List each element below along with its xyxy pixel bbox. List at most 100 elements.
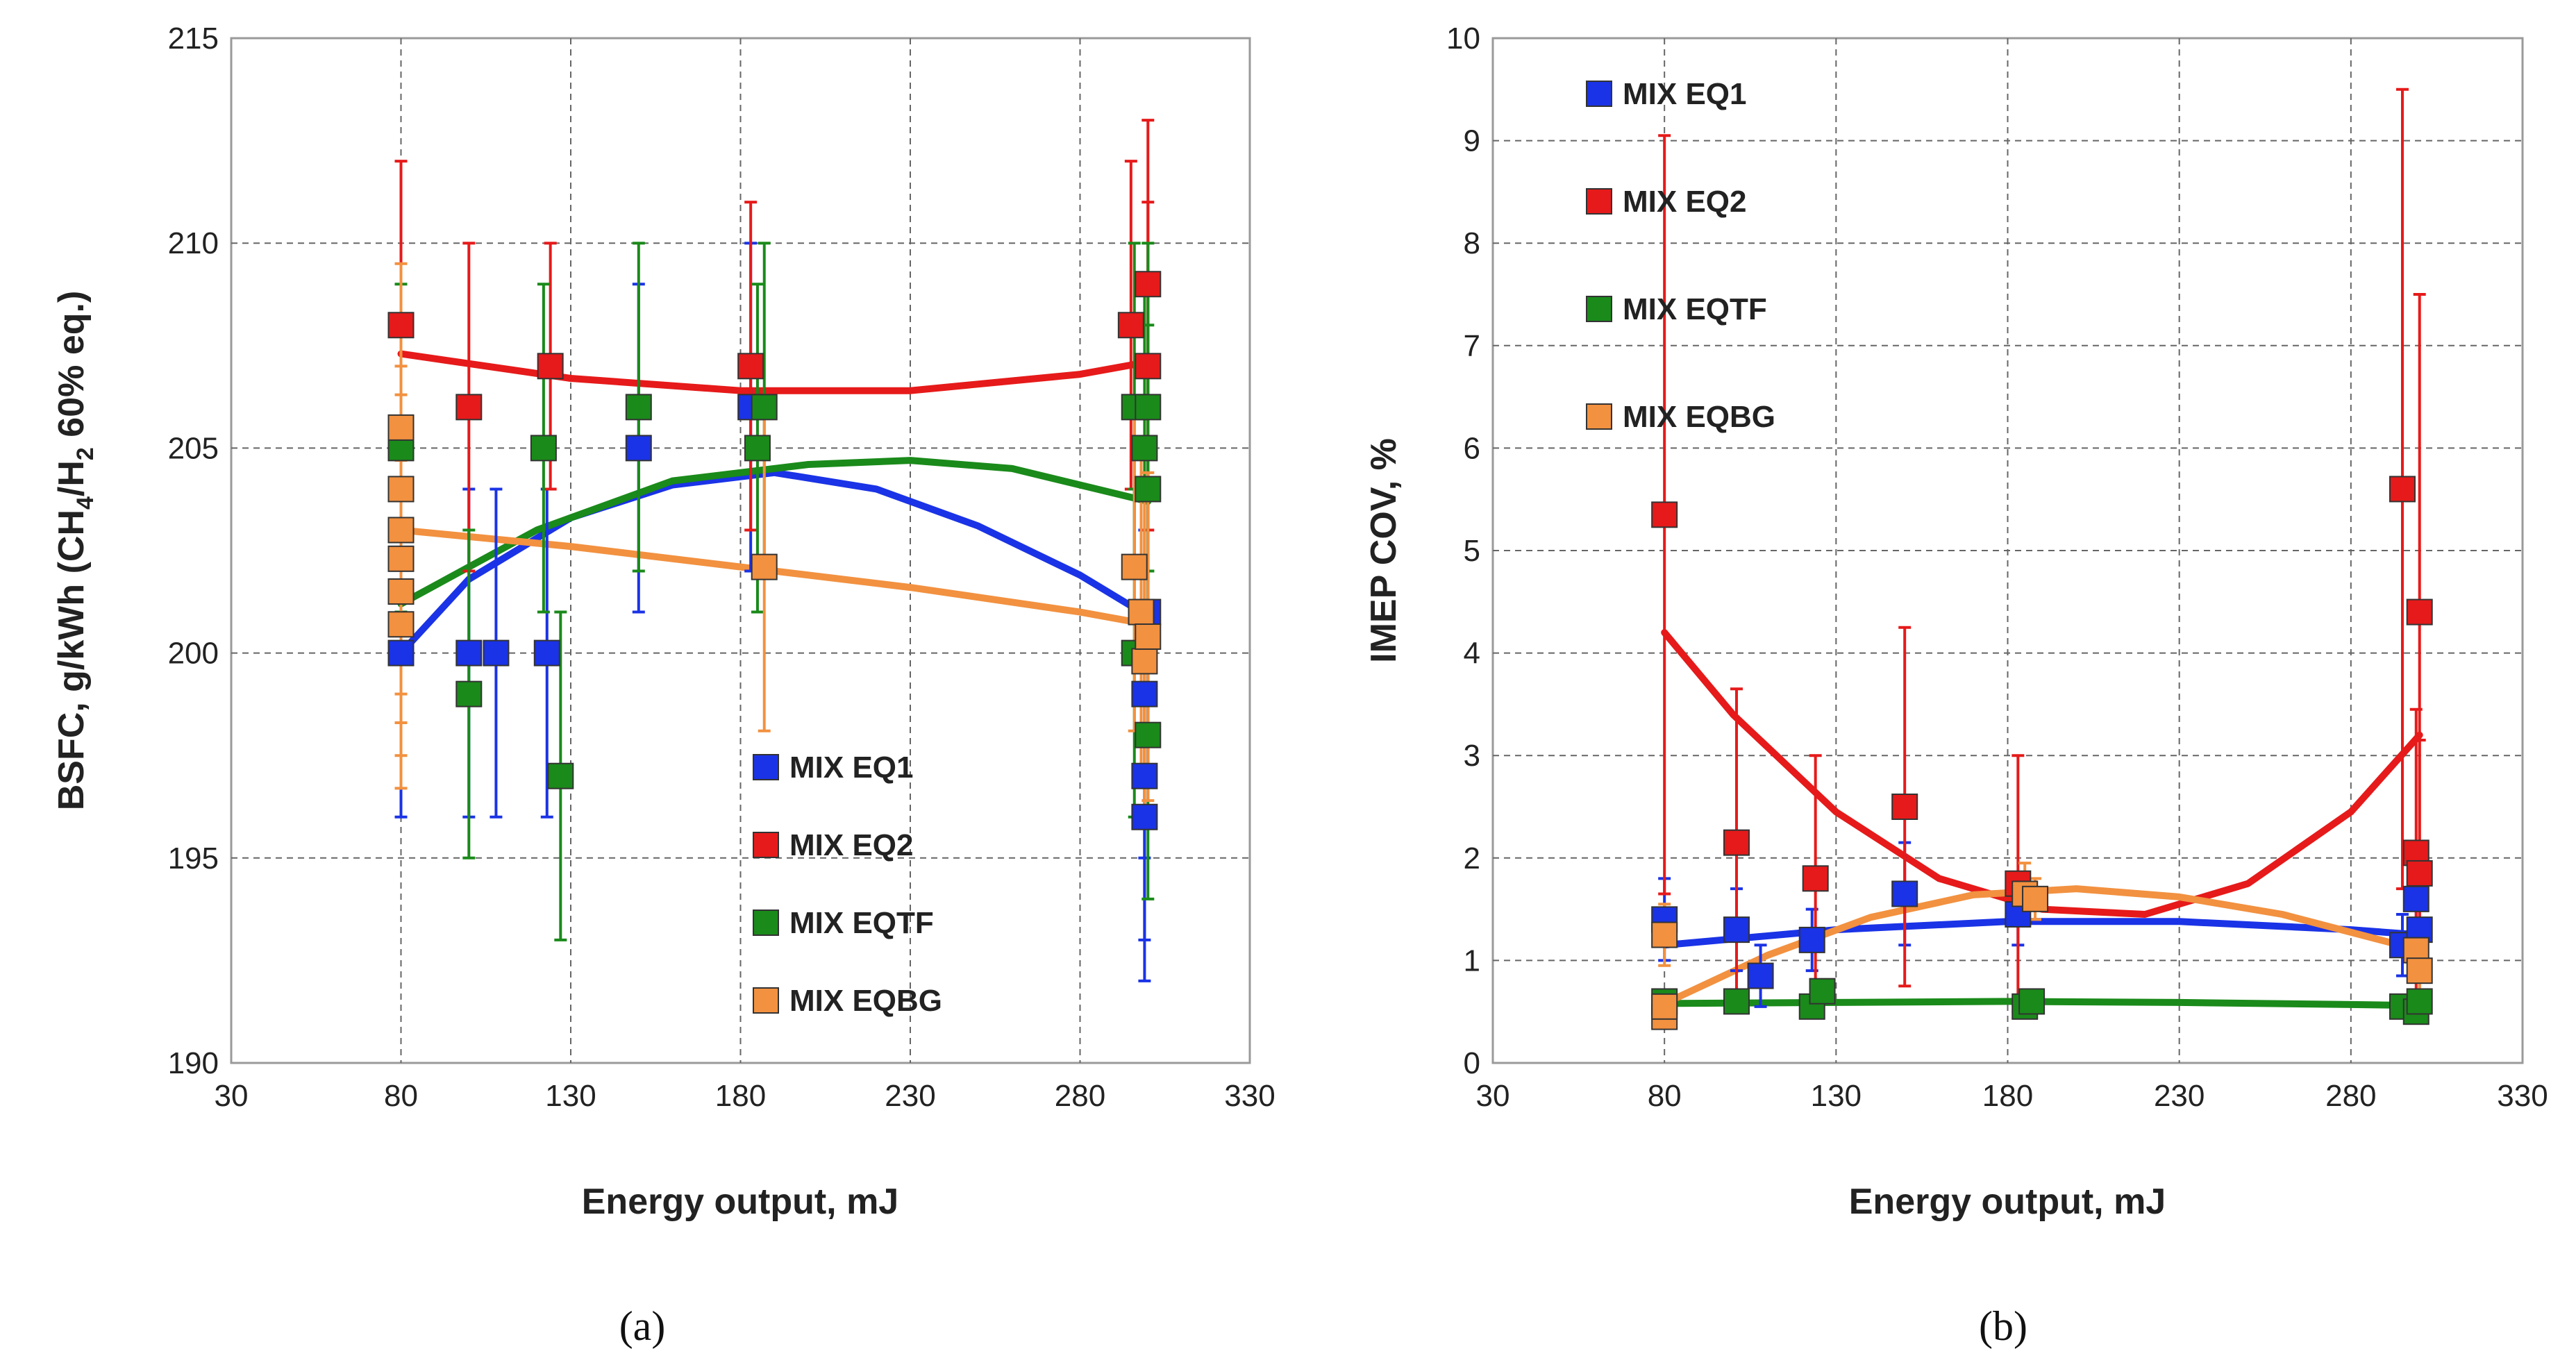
x-tick-label: 80 [1648, 1079, 1682, 1113]
marker-mix-eq1 [1747, 962, 1774, 989]
marker-mix-eqtf [547, 762, 574, 789]
marker-mix-eq1 [1798, 926, 1825, 953]
x-tick-label: 330 [2497, 1079, 2548, 1113]
marker-mix-eqbg [751, 553, 778, 580]
legend-swatch-mix-eqtf [753, 909, 779, 936]
trend-line-mix-eqtf [397, 457, 1152, 607]
legend-b: MIX EQ1 MIX EQ2 MIX EQTF MIX EQBG [1586, 77, 1775, 434]
y-tick-label: 1 [1464, 944, 1480, 978]
marker-mix-eqbg [387, 578, 415, 605]
y-tick-label: 9 [1464, 124, 1480, 158]
marker-mix-eq1 [1131, 762, 1158, 789]
marker-mix-eqbg [1651, 993, 1678, 1020]
x-tick-label: 130 [1811, 1079, 1862, 1113]
series-b [1651, 87, 2433, 1030]
x-tick-label: 130 [545, 1079, 596, 1113]
x-tick-label: 30 [215, 1079, 249, 1113]
marker-mix-eq2 [1135, 271, 1162, 298]
legend-label-mix-eq2: MIX EQ2 [789, 828, 914, 862]
y-axis-label-b-text: IMEP COV, % [1364, 438, 1404, 663]
x-tick-label: 230 [885, 1079, 935, 1113]
marker-mix-eqbg [1131, 648, 1158, 675]
x-tick-label: 80 [384, 1079, 418, 1113]
marker-mix-eq1 [1131, 680, 1158, 707]
y-axis-label-a-sub-2: 2 [72, 447, 99, 460]
series-a [387, 119, 1162, 982]
marker-mix-eq2 [2406, 598, 2433, 626]
legend-a: MIX EQ1 MIX EQ2 MIX EQTF MIX EQBG [753, 751, 942, 1018]
marker-mix-eq2 [455, 394, 483, 421]
legend-label-mix-eq1: MIX EQ1 [1623, 77, 1747, 111]
chart-a: 190 195 200 205 210 215 30 80 130 180 230 280 330 E… [51, 22, 1276, 1349]
marker-mix-eq1 [455, 639, 483, 667]
marker-mix-eq1 [625, 435, 652, 462]
marker-mix-eq2 [1891, 794, 1918, 820]
caption-a: (a) [619, 1303, 666, 1349]
marker-mix-eqtf [625, 394, 652, 421]
y-tick-label: 7 [1464, 329, 1480, 363]
x-tick-label: 180 [1982, 1079, 2033, 1113]
marker-mix-eq2 [1651, 501, 1678, 528]
y-ticks-a: 190 195 200 205 210 215 [168, 22, 219, 1080]
y-tick-label: 0 [1464, 1046, 1480, 1080]
legend-swatch-mix-eq2 [1586, 188, 1612, 215]
legend-swatch-mix-eqbg [753, 987, 779, 1014]
y-axis-label-a-part-1: BSFC, g/kWh (CH [51, 510, 92, 810]
y-tick-label: 5 [1464, 534, 1480, 568]
marker-mix-eqtf [1723, 988, 1750, 1015]
legend-swatch-mix-eq1 [1586, 81, 1612, 107]
x-axis-label-a: Energy output, mJ [582, 1182, 898, 1222]
x-axis-label-b: Energy output, mJ [1849, 1182, 2166, 1222]
x-ticks-a: 30 80 130 180 230 280 330 [215, 1079, 1276, 1113]
legend-swatch-mix-eq1 [753, 754, 779, 780]
marker-mix-eq2 [737, 353, 764, 380]
marker-mix-eqbg [387, 476, 415, 503]
y-axis-label-a-part-2: /H [51, 460, 92, 496]
legend-label-mix-eqtf: MIX EQTF [789, 906, 934, 940]
marker-mix-eq2 [537, 353, 564, 380]
marker-mix-eqbg [387, 414, 415, 441]
marker-mix-eqtf [1131, 435, 1158, 462]
y-axis-label-b: IMEP COV, % [1364, 438, 1404, 663]
marker-mix-eq1 [2402, 885, 2429, 912]
marker-mix-eq2 [1135, 353, 1162, 380]
marker-mix-eq1 [1723, 916, 1750, 944]
x-tick-label: 230 [2154, 1079, 2205, 1113]
marker-mix-eqtf [2406, 988, 2433, 1015]
marker-mix-eq2 [1723, 829, 1750, 856]
legend-label-mix-eqtf: MIX EQTF [1623, 292, 1767, 326]
marker-mix-eqbg [387, 517, 415, 544]
x-tick-label: 330 [1224, 1079, 1275, 1113]
marker-mix-eqtf [2018, 988, 2046, 1015]
marker-mix-eqbg [1135, 623, 1162, 650]
y-axis-label-a-part-3: 60% eq.) [51, 291, 92, 447]
marker-mix-eq2 [1117, 312, 1144, 339]
y-ticks-b: 0 1 2 3 4 5 6 7 8 9 10 [1446, 22, 1480, 1080]
y-tick-label: 210 [168, 226, 219, 260]
legend-label-mix-eq1: MIX EQ1 [789, 751, 914, 785]
marker-mix-eq1 [533, 639, 560, 667]
y-axis-label-a-sub-1: 4 [72, 496, 99, 510]
marker-mix-eqtf [1135, 394, 1162, 421]
y-tick-label: 215 [168, 22, 219, 56]
x-tick-label: 280 [1055, 1079, 1105, 1113]
y-tick-label: 190 [168, 1046, 219, 1080]
trend-line-mix-eq1 [397, 469, 1152, 657]
marker-mix-eq1 [1131, 803, 1158, 830]
marker-mix-eqtf [1809, 978, 1836, 1005]
y-tick-label: 2 [1464, 841, 1480, 875]
y-tick-label: 8 [1464, 226, 1480, 260]
marker-mix-eqbg [1651, 921, 1678, 948]
legend-swatch-mix-eqbg [1586, 403, 1612, 430]
y-tick-label: 200 [168, 637, 219, 671]
caption-b: (b) [1979, 1303, 2027, 1349]
y-tick-label: 10 [1446, 22, 1480, 56]
marker-mix-eq2 [387, 312, 415, 339]
y-tick-label: 195 [168, 841, 219, 875]
y-axis-label-a: BSFC, g/kWh (CH4/H2 60% eq.) [51, 291, 99, 811]
marker-mix-eqtf [1135, 476, 1162, 503]
legend-label-mix-eq2: MIX EQ2 [1623, 185, 1747, 219]
marker-mix-eq1 [483, 639, 510, 667]
legend-label-mix-eqbg: MIX EQBG [789, 984, 942, 1018]
